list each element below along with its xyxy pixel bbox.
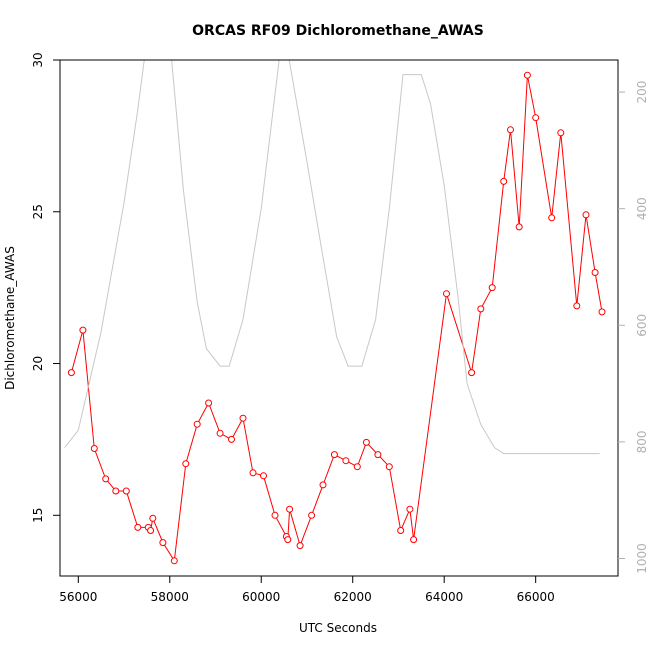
y-axis-label: Dichloromethane_AWAS [3, 246, 17, 390]
data-point [182, 460, 190, 468]
data-point [205, 399, 213, 407]
data-point [500, 177, 508, 185]
series-line-1 [64, 60, 600, 455]
data-point [308, 511, 316, 519]
data-point [296, 542, 304, 550]
data-point [515, 223, 523, 231]
y-axis-left: 15 20 25 30 [31, 52, 60, 523]
y-tick-label: 25 [31, 204, 45, 219]
x-tick-label: 56000 [59, 590, 97, 604]
data-point [523, 71, 531, 79]
data-point [598, 308, 606, 316]
x-tick-label: 58000 [151, 590, 189, 604]
y2-tick-label: 200 [635, 81, 649, 104]
data-point [239, 414, 247, 422]
data-point [90, 445, 98, 452]
x-tick-label: 66000 [517, 590, 555, 604]
plot-frame [59, 59, 619, 577]
series-line-0 [70, 75, 603, 563]
data-point [443, 290, 450, 298]
data-point [342, 457, 350, 465]
data-point [532, 114, 540, 122]
data-point [573, 302, 581, 310]
data-point [170, 557, 178, 565]
data-point [112, 487, 120, 495]
data-point [122, 487, 130, 495]
y2-tick-label: 800 [635, 430, 649, 453]
data-point [134, 523, 142, 531]
data-point [397, 527, 405, 534]
data-point [149, 514, 157, 522]
data-point [591, 269, 599, 276]
data-point [477, 305, 485, 313]
data-point [216, 429, 224, 437]
data-point [67, 369, 75, 377]
x-tick-label: 64000 [425, 590, 463, 604]
data-point [271, 511, 279, 519]
data-point [249, 469, 257, 477]
data-point [406, 505, 414, 513]
data-point [286, 505, 294, 513]
data-point [79, 326, 87, 334]
y2-tick-label: 1000 [635, 543, 649, 574]
y2-tick-label: 600 [635, 314, 649, 337]
y-tick-label: 15 [31, 508, 45, 523]
x-axis-label: UTC Seconds [299, 621, 377, 635]
data-point [468, 369, 476, 377]
data-point [582, 211, 590, 219]
data-point [507, 126, 514, 134]
data-point [228, 435, 235, 443]
data-point [557, 129, 565, 137]
data-point [102, 475, 110, 483]
data-point [319, 481, 327, 489]
data-point [159, 539, 167, 547]
plot-area [64, 60, 606, 565]
y-axis-right: 200 400 600 800 1000 [618, 81, 649, 574]
x-axis: 56000 58000 60000 62000 64000 66000 [59, 576, 555, 604]
data-point [147, 527, 155, 534]
data-point [193, 420, 201, 428]
data-point [284, 536, 292, 544]
data-point [330, 451, 338, 459]
data-point [488, 284, 496, 292]
x-tick-label: 60000 [242, 590, 280, 604]
y-tick-label: 30 [31, 52, 45, 67]
data-point [353, 463, 361, 471]
data-point [548, 214, 556, 222]
data-point [374, 451, 382, 459]
y-tick-label: 20 [31, 356, 45, 371]
x-tick-label: 62000 [334, 590, 372, 604]
data-point [410, 536, 418, 544]
data-point [260, 472, 267, 480]
data-point [362, 438, 370, 446]
y2-tick-label: 400 [635, 197, 649, 220]
chart-title: ORCAS RF09 Dichloromethane_AWAS [192, 23, 484, 39]
data-point [385, 463, 393, 471]
